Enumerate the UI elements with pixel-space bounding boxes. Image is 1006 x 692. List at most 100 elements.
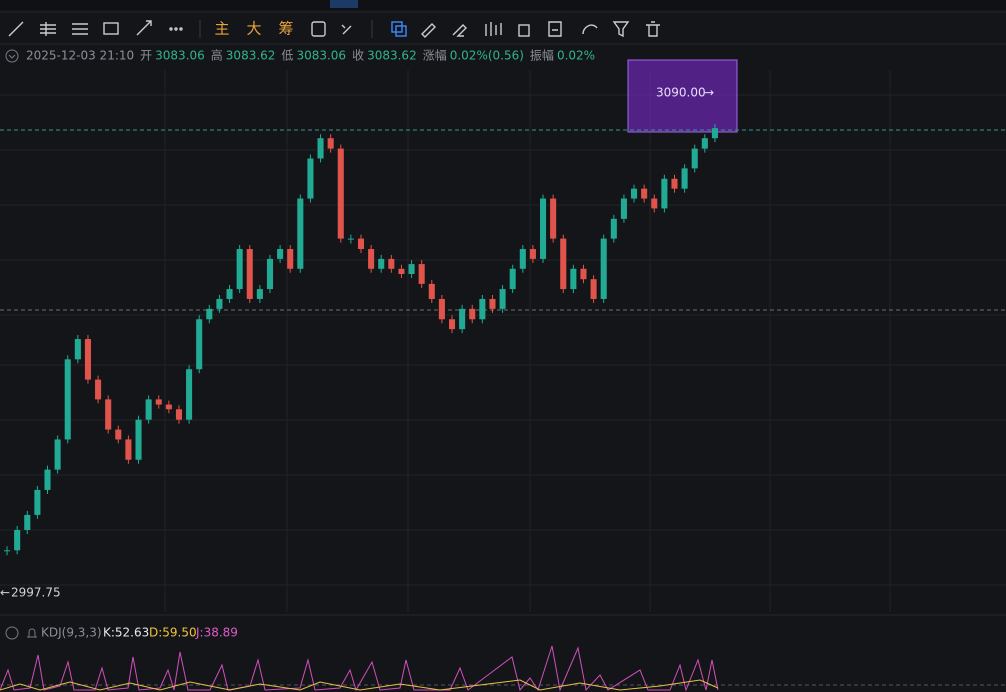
candle [600, 238, 607, 299]
arrow: → [704, 86, 714, 100]
candle [398, 268, 405, 274]
collapse-icon[interactable] [5, 626, 19, 640]
candle [539, 198, 547, 259]
info-label: 涨幅 [423, 48, 447, 63]
candle [44, 469, 51, 490]
candle [347, 238, 354, 240]
info-value: 0.02%(0.56) [450, 49, 524, 63]
indicator-j: J:38.89 [195, 626, 238, 640]
info-datetime: 2025-12-03 21:10 [26, 49, 134, 63]
candle [428, 283, 435, 299]
candle [145, 399, 152, 420]
toolbar-button[interactable]: 筹 [278, 20, 293, 38]
candle [236, 249, 243, 290]
top-strip [0, 0, 1006, 10]
candle [448, 319, 456, 330]
candle [368, 249, 375, 269]
candle [388, 258, 395, 269]
kdj-d-line [0, 679, 719, 691]
candle [14, 529, 21, 551]
info-value: 3083.06 [296, 49, 346, 63]
info-value: 3083.62 [367, 49, 417, 63]
indicator-k: K:52.63 [103, 626, 149, 640]
highlight-box[interactable] [627, 59, 738, 133]
candle [34, 489, 41, 515]
candle [357, 238, 365, 250]
candle [610, 218, 617, 239]
candle [327, 138, 334, 149]
high-marker: 3090.00 [656, 86, 706, 100]
info-value: 0.02% [557, 49, 595, 63]
kdj-j-line [0, 645, 719, 692]
toolbar-icons[interactable] [8, 20, 660, 38]
candle [459, 308, 466, 330]
candle [317, 138, 324, 159]
collapse-icon[interactable] [5, 49, 19, 63]
candle [54, 439, 61, 470]
candle [115, 429, 122, 440]
active-tab[interactable] [330, 0, 358, 8]
candle [550, 198, 557, 239]
candle [206, 308, 213, 320]
info-label: 收 [352, 49, 364, 63]
candle [95, 379, 102, 400]
info-label: 低 [281, 49, 293, 63]
collapse-icon [8, 54, 16, 59]
arrow: ← [0, 586, 10, 600]
candle [438, 298, 445, 320]
info-label: 高 [211, 48, 223, 63]
candle [175, 409, 183, 420]
toolbar-button[interactable]: 大 [246, 20, 261, 38]
candle [651, 198, 658, 209]
candle [691, 148, 698, 169]
candle [580, 268, 587, 280]
indicator-name: KDJ(9,3,3) [41, 626, 102, 640]
candle [529, 249, 536, 259]
candle [418, 264, 425, 284]
bell-icon[interactable] [27, 628, 37, 638]
info-label: 振幅 [530, 48, 554, 63]
candle [165, 404, 172, 410]
candle [469, 308, 476, 320]
toolbar-button[interactable]: 主 [214, 20, 229, 38]
candle [661, 178, 668, 209]
candle [196, 319, 203, 370]
candle [570, 268, 577, 290]
candle [479, 298, 486, 320]
indicator-d: D:59.50 [149, 626, 197, 640]
candle [671, 178, 678, 189]
candle [519, 249, 526, 269]
candle [105, 399, 112, 430]
candle [408, 264, 415, 274]
candle [24, 514, 31, 530]
candle [246, 249, 253, 299]
low-marker: 2997.75 [11, 586, 61, 600]
candle [337, 148, 344, 239]
candle [560, 238, 567, 290]
candle [64, 359, 71, 440]
candle [125, 439, 132, 460]
candle [307, 158, 314, 199]
candle [4, 550, 11, 552]
candle [620, 198, 627, 219]
candle [631, 188, 638, 199]
candle [74, 339, 81, 360]
candle [155, 399, 162, 405]
candle [378, 258, 385, 269]
candle [509, 268, 516, 290]
candle [711, 128, 718, 139]
candle [266, 258, 274, 290]
candle [135, 419, 142, 460]
candle [641, 188, 648, 199]
info-value: 3083.06 [155, 49, 205, 63]
candle [287, 249, 294, 269]
candle [590, 279, 597, 299]
candle [297, 198, 304, 269]
candle [84, 339, 91, 380]
candle [186, 369, 193, 420]
info-value: 3083.62 [226, 49, 276, 63]
candle [701, 138, 708, 149]
info-label: 开 [140, 49, 152, 63]
